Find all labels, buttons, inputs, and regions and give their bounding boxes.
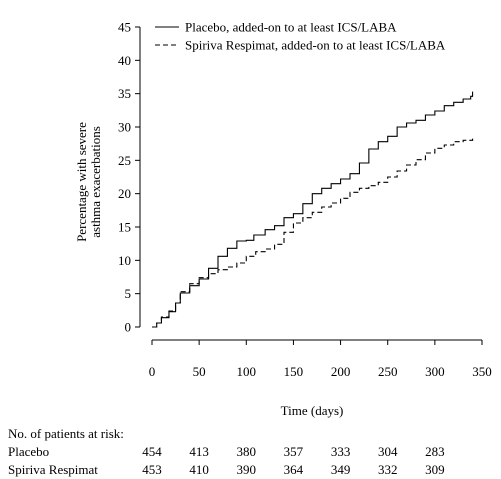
risk-cell: 413 xyxy=(189,444,209,459)
risk-cell: 453 xyxy=(142,462,162,477)
series-lines xyxy=(152,91,474,328)
risk-row-label-spiriva: Spiriva Respimat xyxy=(8,462,98,477)
x-tick-label: 50 xyxy=(193,364,206,379)
y-tick-label: 15 xyxy=(118,220,131,235)
x-tick-label: 250 xyxy=(378,364,398,379)
risk-table: No. of patients at risk: Placebo Spiriva… xyxy=(8,426,445,477)
y-tick-label: 0 xyxy=(125,320,132,335)
legend: Placebo, added-on to at least ICS/LABA Sp… xyxy=(155,20,446,53)
y-tick-label: 30 xyxy=(118,120,131,135)
risk-cell: 283 xyxy=(425,444,445,459)
y-tick-label: 20 xyxy=(118,186,131,201)
y-tick-label: 40 xyxy=(118,53,131,68)
x-tick-label: 200 xyxy=(331,364,351,379)
x-tick-label: 150 xyxy=(284,364,304,379)
x-tick-label: 0 xyxy=(149,364,156,379)
risk-cell: 390 xyxy=(237,462,257,477)
risk-cell: 333 xyxy=(331,444,351,459)
risk-row-label-placebo: Placebo xyxy=(8,444,49,459)
risk-cell: 309 xyxy=(425,462,445,477)
risk-cell: 357 xyxy=(284,444,304,459)
series-line-spiriva xyxy=(152,137,474,328)
y-tick-label: 10 xyxy=(118,253,131,268)
y-tick-label: 25 xyxy=(118,153,131,168)
x-tick-label: 100 xyxy=(237,364,257,379)
risk-cell: 410 xyxy=(189,462,209,477)
risk-cell: 454 xyxy=(142,444,162,459)
y-axis-label-line2: asthma exacerbations xyxy=(88,126,103,238)
y-tick-label: 5 xyxy=(125,286,132,301)
legend-label-placebo: Placebo, added-on to at least ICS/LABA xyxy=(185,20,397,35)
x-tick-label: 350 xyxy=(472,364,492,379)
legend-label-spiriva: Spiriva Respimat, added-on to at least I… xyxy=(185,38,446,53)
risk-table-title: No. of patients at risk: xyxy=(8,426,124,441)
series-line-placebo xyxy=(152,91,474,328)
risk-cells: 454 413 380 357 333 304 283 453 410 390 364 349 332 3… xyxy=(142,444,444,477)
y-tick-label: 45 xyxy=(118,20,131,35)
x-axis-label: Time (days) xyxy=(281,403,344,418)
axes: 0 5 10 15 20 25 30 35 40 45 0 50 100 150 200 250 300 350 xyxy=(118,20,492,380)
risk-cell: 380 xyxy=(237,444,257,459)
y-tick-label: 35 xyxy=(118,86,131,101)
risk-cell: 332 xyxy=(378,462,398,477)
y-axis-label-line1: Percentage with severe xyxy=(74,122,89,242)
x-tick-label: 300 xyxy=(425,364,445,379)
risk-cell: 364 xyxy=(284,462,304,477)
risk-cell: 304 xyxy=(378,444,398,459)
risk-cell: 349 xyxy=(331,462,351,477)
